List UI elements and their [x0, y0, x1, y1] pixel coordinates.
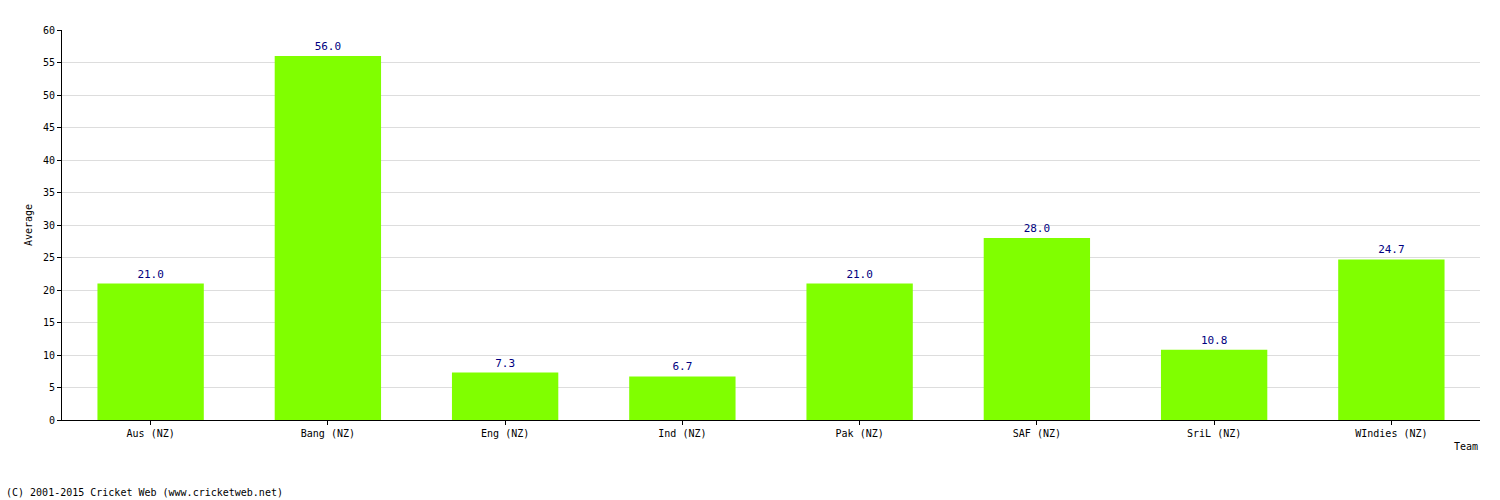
svg-text:Aus (NZ): Aus (NZ)	[127, 428, 175, 439]
svg-text:45: 45	[43, 122, 55, 133]
svg-text:Eng (NZ): Eng (NZ)	[481, 428, 529, 439]
svg-text:56.0: 56.0	[315, 40, 342, 53]
svg-text:0: 0	[49, 415, 55, 426]
svg-text:Pak (NZ): Pak (NZ)	[836, 428, 884, 439]
svg-text:35: 35	[43, 187, 55, 198]
svg-text:6.7: 6.7	[672, 360, 692, 373]
svg-text:Average: Average	[23, 204, 34, 246]
svg-text:Ind (NZ): Ind (NZ)	[658, 428, 706, 439]
svg-text:21.0: 21.0	[137, 268, 164, 281]
svg-text:WIndies (NZ): WIndies (NZ)	[1355, 428, 1427, 439]
svg-text:7.3: 7.3	[495, 357, 515, 370]
svg-text:10: 10	[43, 350, 55, 361]
svg-text:25: 25	[43, 252, 55, 263]
svg-text:10.8: 10.8	[1201, 334, 1228, 347]
svg-text:40: 40	[43, 155, 55, 166]
svg-text:28.0: 28.0	[1024, 222, 1051, 235]
svg-text:50: 50	[43, 90, 55, 101]
svg-text:20: 20	[43, 285, 55, 296]
svg-text:5: 5	[49, 382, 55, 393]
svg-text:55: 55	[43, 57, 55, 68]
svg-text:Team: Team	[1454, 441, 1478, 452]
svg-text:15: 15	[43, 317, 55, 328]
svg-text:30: 30	[43, 220, 55, 231]
svg-text:SAF (NZ): SAF (NZ)	[1013, 428, 1061, 439]
svg-text:(C) 2001-2015 Cricket Web (www: (C) 2001-2015 Cricket Web (www.cricketwe…	[6, 487, 283, 498]
svg-text:60: 60	[43, 25, 55, 36]
svg-text:21.0: 21.0	[846, 268, 873, 281]
svg-text:24.7: 24.7	[1378, 243, 1405, 256]
svg-text:SriL (NZ): SriL (NZ)	[1187, 428, 1241, 439]
svg-text:Bang (NZ): Bang (NZ)	[301, 428, 355, 439]
